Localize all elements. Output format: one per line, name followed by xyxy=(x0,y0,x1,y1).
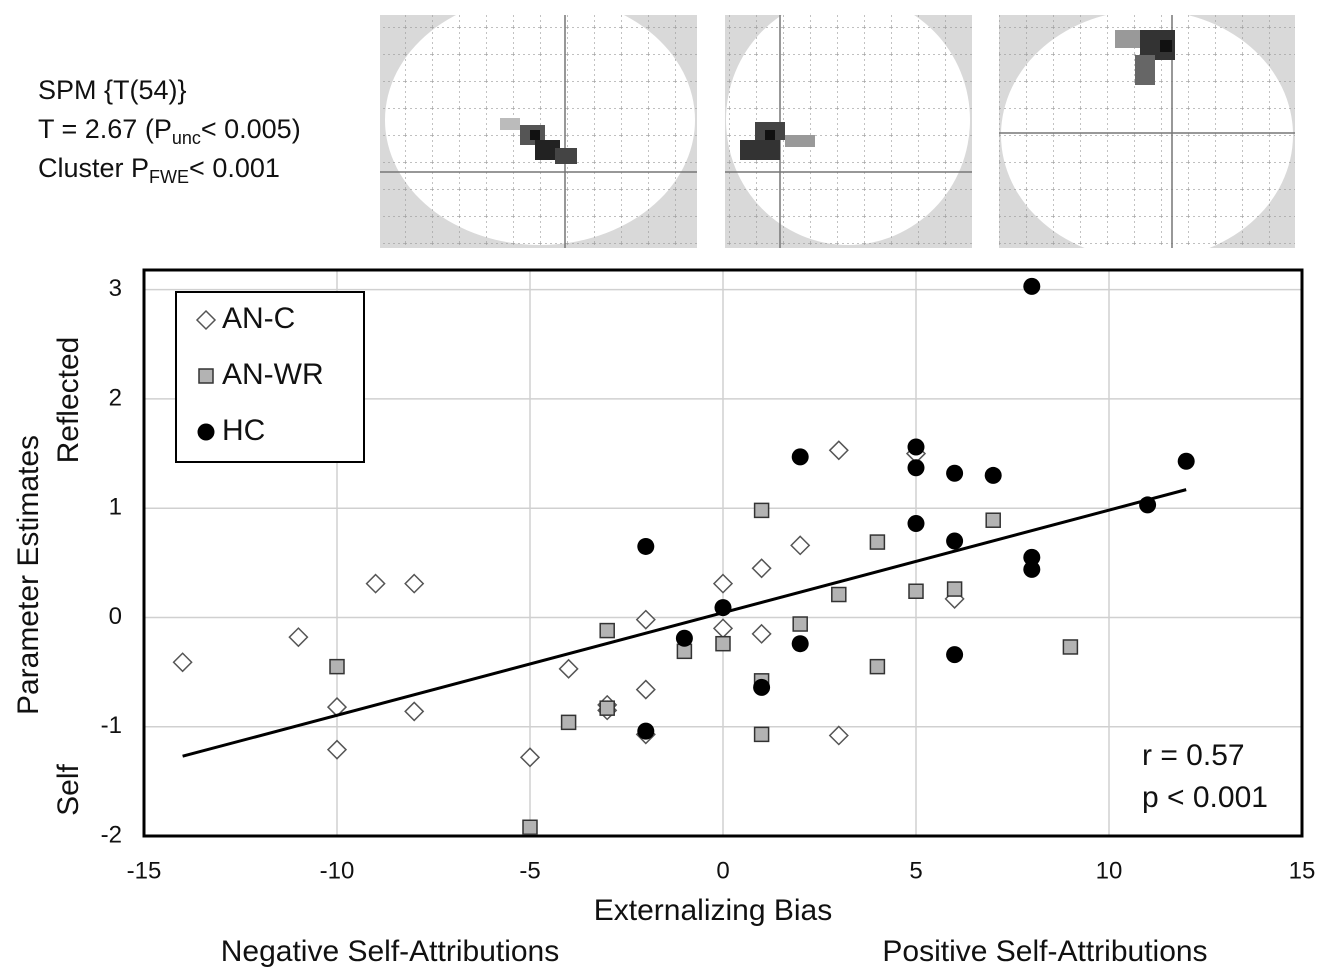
point xyxy=(908,439,925,456)
point xyxy=(870,660,884,674)
x-tick-label: 5 xyxy=(909,857,922,884)
point xyxy=(637,611,655,629)
x-axis-sublabel: Negative Self-Attributions xyxy=(221,935,560,968)
annotation: p < 0.001 xyxy=(1142,781,1268,814)
legend-label: AN-WR xyxy=(222,358,324,391)
x-tick-label: 10 xyxy=(1096,857,1123,884)
point xyxy=(755,503,769,517)
point xyxy=(908,459,925,476)
spm-line: Cluster PFWE< 0.001 xyxy=(38,153,280,187)
point xyxy=(289,628,307,646)
point xyxy=(753,625,771,643)
spm-header: SPM {T(54)} T = 2.67 (Punc< 0.005) Clust… xyxy=(38,75,301,187)
x-tick-label: 0 xyxy=(716,857,729,884)
legend-marker xyxy=(199,369,213,383)
trend-line xyxy=(183,490,1187,757)
x-axis-sublabel: Positive Self-Attributions xyxy=(882,935,1207,968)
spm-line: T = 2.67 (Punc< 0.005) xyxy=(38,114,301,148)
y-tick-label: 0 xyxy=(109,603,122,630)
point xyxy=(792,448,809,465)
point xyxy=(328,741,346,759)
point xyxy=(946,465,963,482)
brain-coronal xyxy=(725,0,972,248)
point xyxy=(714,575,732,593)
point xyxy=(637,538,654,555)
point xyxy=(676,630,693,647)
point xyxy=(986,513,1000,527)
point xyxy=(870,535,884,549)
point xyxy=(523,820,537,834)
subscript: FWE xyxy=(149,167,189,187)
y-axis-sublabel: Self xyxy=(52,763,85,815)
point xyxy=(753,559,771,577)
x-tick-label: -15 xyxy=(127,857,162,884)
point xyxy=(985,467,1002,484)
point xyxy=(637,723,654,740)
point xyxy=(367,575,385,593)
point xyxy=(405,575,423,593)
text: T = 2.67 (P xyxy=(38,114,172,144)
point xyxy=(600,701,614,715)
figure: SPM {T(54)} T = 2.67 (Punc< 0.005) Clust… xyxy=(0,0,1334,973)
point xyxy=(1023,278,1040,295)
point xyxy=(1023,561,1040,578)
y-axis-label: Parameter Estimates xyxy=(12,435,45,715)
point xyxy=(908,515,925,532)
x-tick-label: 15 xyxy=(1289,857,1316,884)
annotation: r = 0.57 xyxy=(1142,739,1245,772)
point xyxy=(830,726,848,744)
subscript: unc xyxy=(172,128,201,148)
point xyxy=(405,702,423,720)
point xyxy=(714,619,732,637)
point xyxy=(1178,453,1195,470)
legend-marker xyxy=(198,424,215,441)
y-axis-sublabel: Reflected xyxy=(52,337,85,464)
brain-panels xyxy=(380,0,1295,260)
spm-line: SPM {T(54)} xyxy=(38,75,187,105)
text: < 0.005) xyxy=(201,114,301,144)
point xyxy=(948,582,962,596)
point xyxy=(793,617,807,631)
legend-label: HC xyxy=(222,414,265,447)
point xyxy=(946,532,963,549)
y-tick-label: -1 xyxy=(101,712,122,739)
point xyxy=(946,646,963,663)
point xyxy=(562,715,576,729)
point xyxy=(909,584,923,598)
legend-label: AN-C xyxy=(222,302,295,335)
point xyxy=(753,679,770,696)
y-tick-label: 1 xyxy=(109,494,122,521)
text: < 0.001 xyxy=(189,153,280,183)
point xyxy=(755,727,769,741)
y-tick-label: -2 xyxy=(101,821,122,848)
point xyxy=(830,441,848,459)
point xyxy=(521,748,539,766)
point xyxy=(1063,640,1077,654)
point xyxy=(637,681,655,699)
x-tick-label: -10 xyxy=(320,857,355,884)
point xyxy=(330,660,344,674)
x-tick-label: -5 xyxy=(519,857,540,884)
point xyxy=(174,653,192,671)
y-tick-label: 2 xyxy=(109,384,122,411)
brain-axial xyxy=(999,10,1295,260)
y-tick-label: 3 xyxy=(109,275,122,302)
point xyxy=(791,536,809,554)
point xyxy=(560,660,578,678)
point xyxy=(716,637,730,651)
point xyxy=(832,588,846,602)
point xyxy=(600,624,614,638)
text: Cluster P xyxy=(38,153,149,183)
brain-sagittal xyxy=(380,0,697,248)
x-axis-label: Externalizing Bias xyxy=(594,894,832,927)
point xyxy=(792,635,809,652)
